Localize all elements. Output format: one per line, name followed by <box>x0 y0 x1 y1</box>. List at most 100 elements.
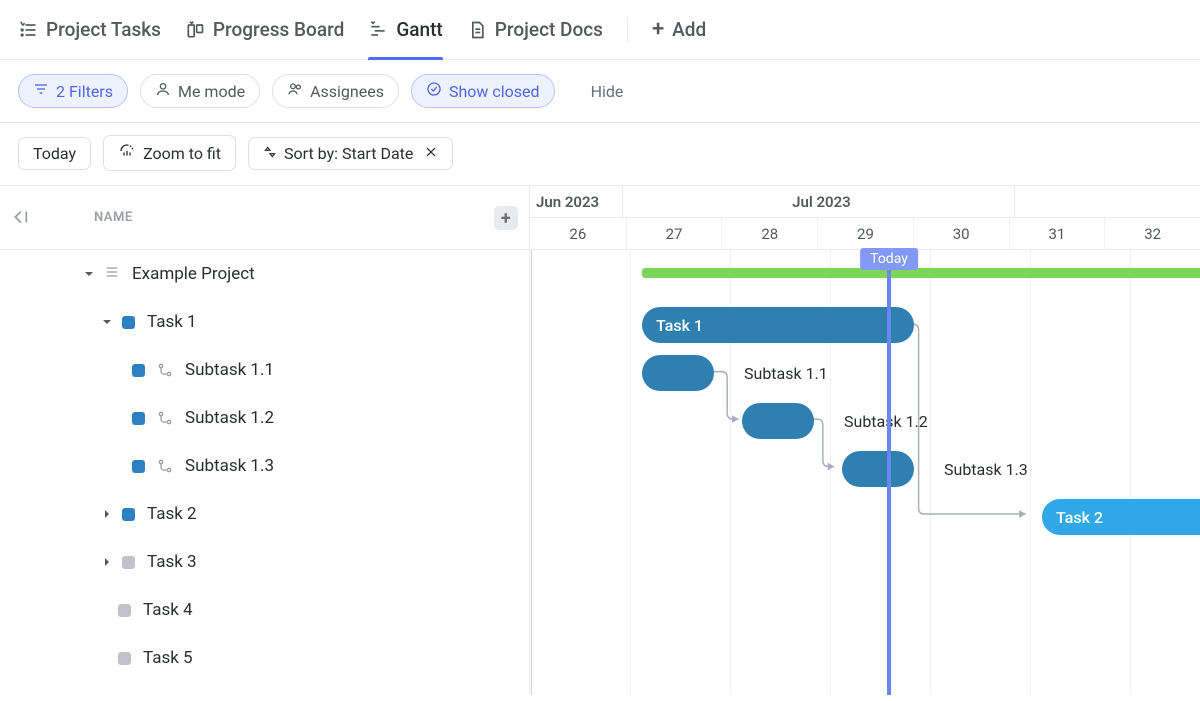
tree-row-subtask[interactable]: Subtask 1.2 <box>0 394 530 442</box>
row-label: Task 2 <box>147 504 197 524</box>
me-mode-chip[interactable]: Me mode <box>140 74 260 108</box>
users-icon <box>287 81 303 101</box>
gantt-toolbar: Today Zoom to fit Sort by: Start Date <box>0 123 1200 185</box>
tree-header: NAME + <box>0 186 530 250</box>
doc-icon <box>467 20 487 40</box>
show-closed-chip[interactable]: Show closed <box>411 74 555 108</box>
sort-label: Sort by: Start Date <box>284 144 413 163</box>
zoom-label: Zoom to fit <box>143 144 221 163</box>
gantt-bar-label: Subtask 1.1 <box>744 355 828 391</box>
filters-chip[interactable]: 2 Filters <box>18 74 128 108</box>
tab-gantt[interactable]: Gantt <box>368 0 442 59</box>
row-label: Task 5 <box>143 648 193 668</box>
tab-progress-board[interactable]: Progress Board <box>185 0 344 59</box>
gantt-bar[interactable]: Task 1 <box>642 307 914 343</box>
caret-right-icon[interactable] <box>102 552 112 572</box>
add-column-button[interactable]: + <box>494 206 518 230</box>
filters-bar: 2 Filters Me mode Assignees Show closed … <box>0 60 1200 123</box>
tree-row-task[interactable]: Task 3 <box>0 538 530 586</box>
gridline <box>1030 250 1031 695</box>
status-square-icon <box>122 556 135 569</box>
filter-icon <box>33 81 49 101</box>
tree-row-subtask[interactable]: Subtask 1.1 <box>0 346 530 394</box>
task-tree-panel: NAME + Example Project Task 1 Subtask 1.1 S… <box>0 185 530 695</box>
status-square-icon <box>122 316 135 329</box>
gridline <box>1130 250 1131 695</box>
view-tabs: Project Tasks Progress Board Gantt Proje… <box>0 0 1200 60</box>
tab-label: Project Tasks <box>46 18 161 41</box>
caret-right-icon[interactable] <box>102 504 112 524</box>
assignees-chip[interactable]: Assignees <box>272 74 399 108</box>
hide-button[interactable]: Hide <box>591 82 624 101</box>
tab-label: Project Docs <box>495 18 603 41</box>
board-icon <box>185 20 205 40</box>
subtask-icon <box>157 362 173 378</box>
tree-row-task[interactable]: Task 1 <box>0 298 530 346</box>
tab-project-tasks[interactable]: Project Tasks <box>18 0 161 59</box>
add-view-button[interactable]: + Add <box>652 18 706 41</box>
tab-project-docs[interactable]: Project Docs <box>467 0 603 59</box>
close-icon[interactable] <box>424 144 438 163</box>
collapse-panel-icon[interactable] <box>8 206 30 228</box>
timeline-body[interactable]: Task 1 Subtask 1.1 Subtask 1.2 Subtask 1.3 T… <box>530 250 1200 695</box>
check-circle-icon <box>426 81 442 101</box>
today-button[interactable]: Today <box>18 137 91 170</box>
name-column-header: NAME <box>94 210 133 225</box>
timeline-panel[interactable]: Jun 2023Jul 2023 26272829303132 Task 1 Su… <box>530 185 1200 695</box>
row-label: Task 3 <box>147 552 197 572</box>
status-square-icon <box>122 508 135 521</box>
gantt-bar-label: Subtask 1.2 <box>844 403 928 439</box>
gantt-icon <box>368 20 388 40</box>
tab-divider <box>627 17 628 43</box>
tree-row-task[interactable]: Task 4 <box>0 586 530 634</box>
list-icon <box>104 264 120 285</box>
gantt-bar[interactable] <box>842 451 914 487</box>
add-label: Add <box>672 18 706 41</box>
me-mode-label: Me mode <box>178 82 245 101</box>
gantt-bar[interactable]: Task 2 <box>1042 499 1200 535</box>
week-header: 26272829303132 <box>530 218 1200 250</box>
gridline <box>930 250 931 695</box>
row-label: Subtask 1.2 <box>185 408 274 428</box>
row-label: Subtask 1.3 <box>185 456 274 476</box>
row-label: Task 1 <box>147 312 197 332</box>
gantt-bar[interactable] <box>642 355 714 391</box>
caret-down-icon[interactable] <box>84 264 94 284</box>
week-cell: 32 <box>1104 218 1200 249</box>
tree-row-project[interactable]: Example Project <box>0 250 530 298</box>
row-label: Subtask 1.1 <box>185 360 274 380</box>
project-summary-bar[interactable] <box>642 268 1200 278</box>
today-badge: Today <box>860 248 918 270</box>
subtask-icon <box>157 458 173 474</box>
tree-row-task[interactable]: Task 2 <box>0 490 530 538</box>
assignees-label: Assignees <box>310 82 384 101</box>
month-header: Jun 2023Jul 2023 <box>530 186 1200 218</box>
week-cell: 27 <box>626 218 722 249</box>
today-marker: Today <box>887 250 891 695</box>
gridline <box>630 250 631 695</box>
week-cell: 28 <box>721 218 817 249</box>
status-square-icon <box>132 364 145 377</box>
week-cell: 26 <box>530 218 626 249</box>
today-label: Today <box>33 144 76 163</box>
month-cell: Jul 2023 <box>623 186 1015 217</box>
zoom-icon <box>118 142 136 164</box>
gantt-bar-label: Subtask 1.3 <box>944 451 1028 487</box>
list-icon <box>18 20 38 40</box>
caret-down-icon[interactable] <box>102 312 112 332</box>
sort-icon <box>263 144 277 163</box>
tree-row-task[interactable]: Task 5 <box>0 634 530 682</box>
week-cell: 31 <box>1009 218 1105 249</box>
gantt-bar[interactable] <box>742 403 814 439</box>
week-cell: 30 <box>913 218 1009 249</box>
month-cell <box>1015 186 1200 217</box>
tab-label: Progress Board <box>213 18 344 41</box>
status-square-icon <box>118 604 131 617</box>
sort-button[interactable]: Sort by: Start Date <box>248 137 453 170</box>
zoom-fit-button[interactable]: Zoom to fit <box>103 135 236 171</box>
filters-label: 2 Filters <box>56 82 113 101</box>
subtask-icon <box>157 410 173 426</box>
tab-label: Gantt <box>396 18 442 41</box>
tree-row-subtask[interactable]: Subtask 1.3 <box>0 442 530 490</box>
user-icon <box>155 81 171 101</box>
